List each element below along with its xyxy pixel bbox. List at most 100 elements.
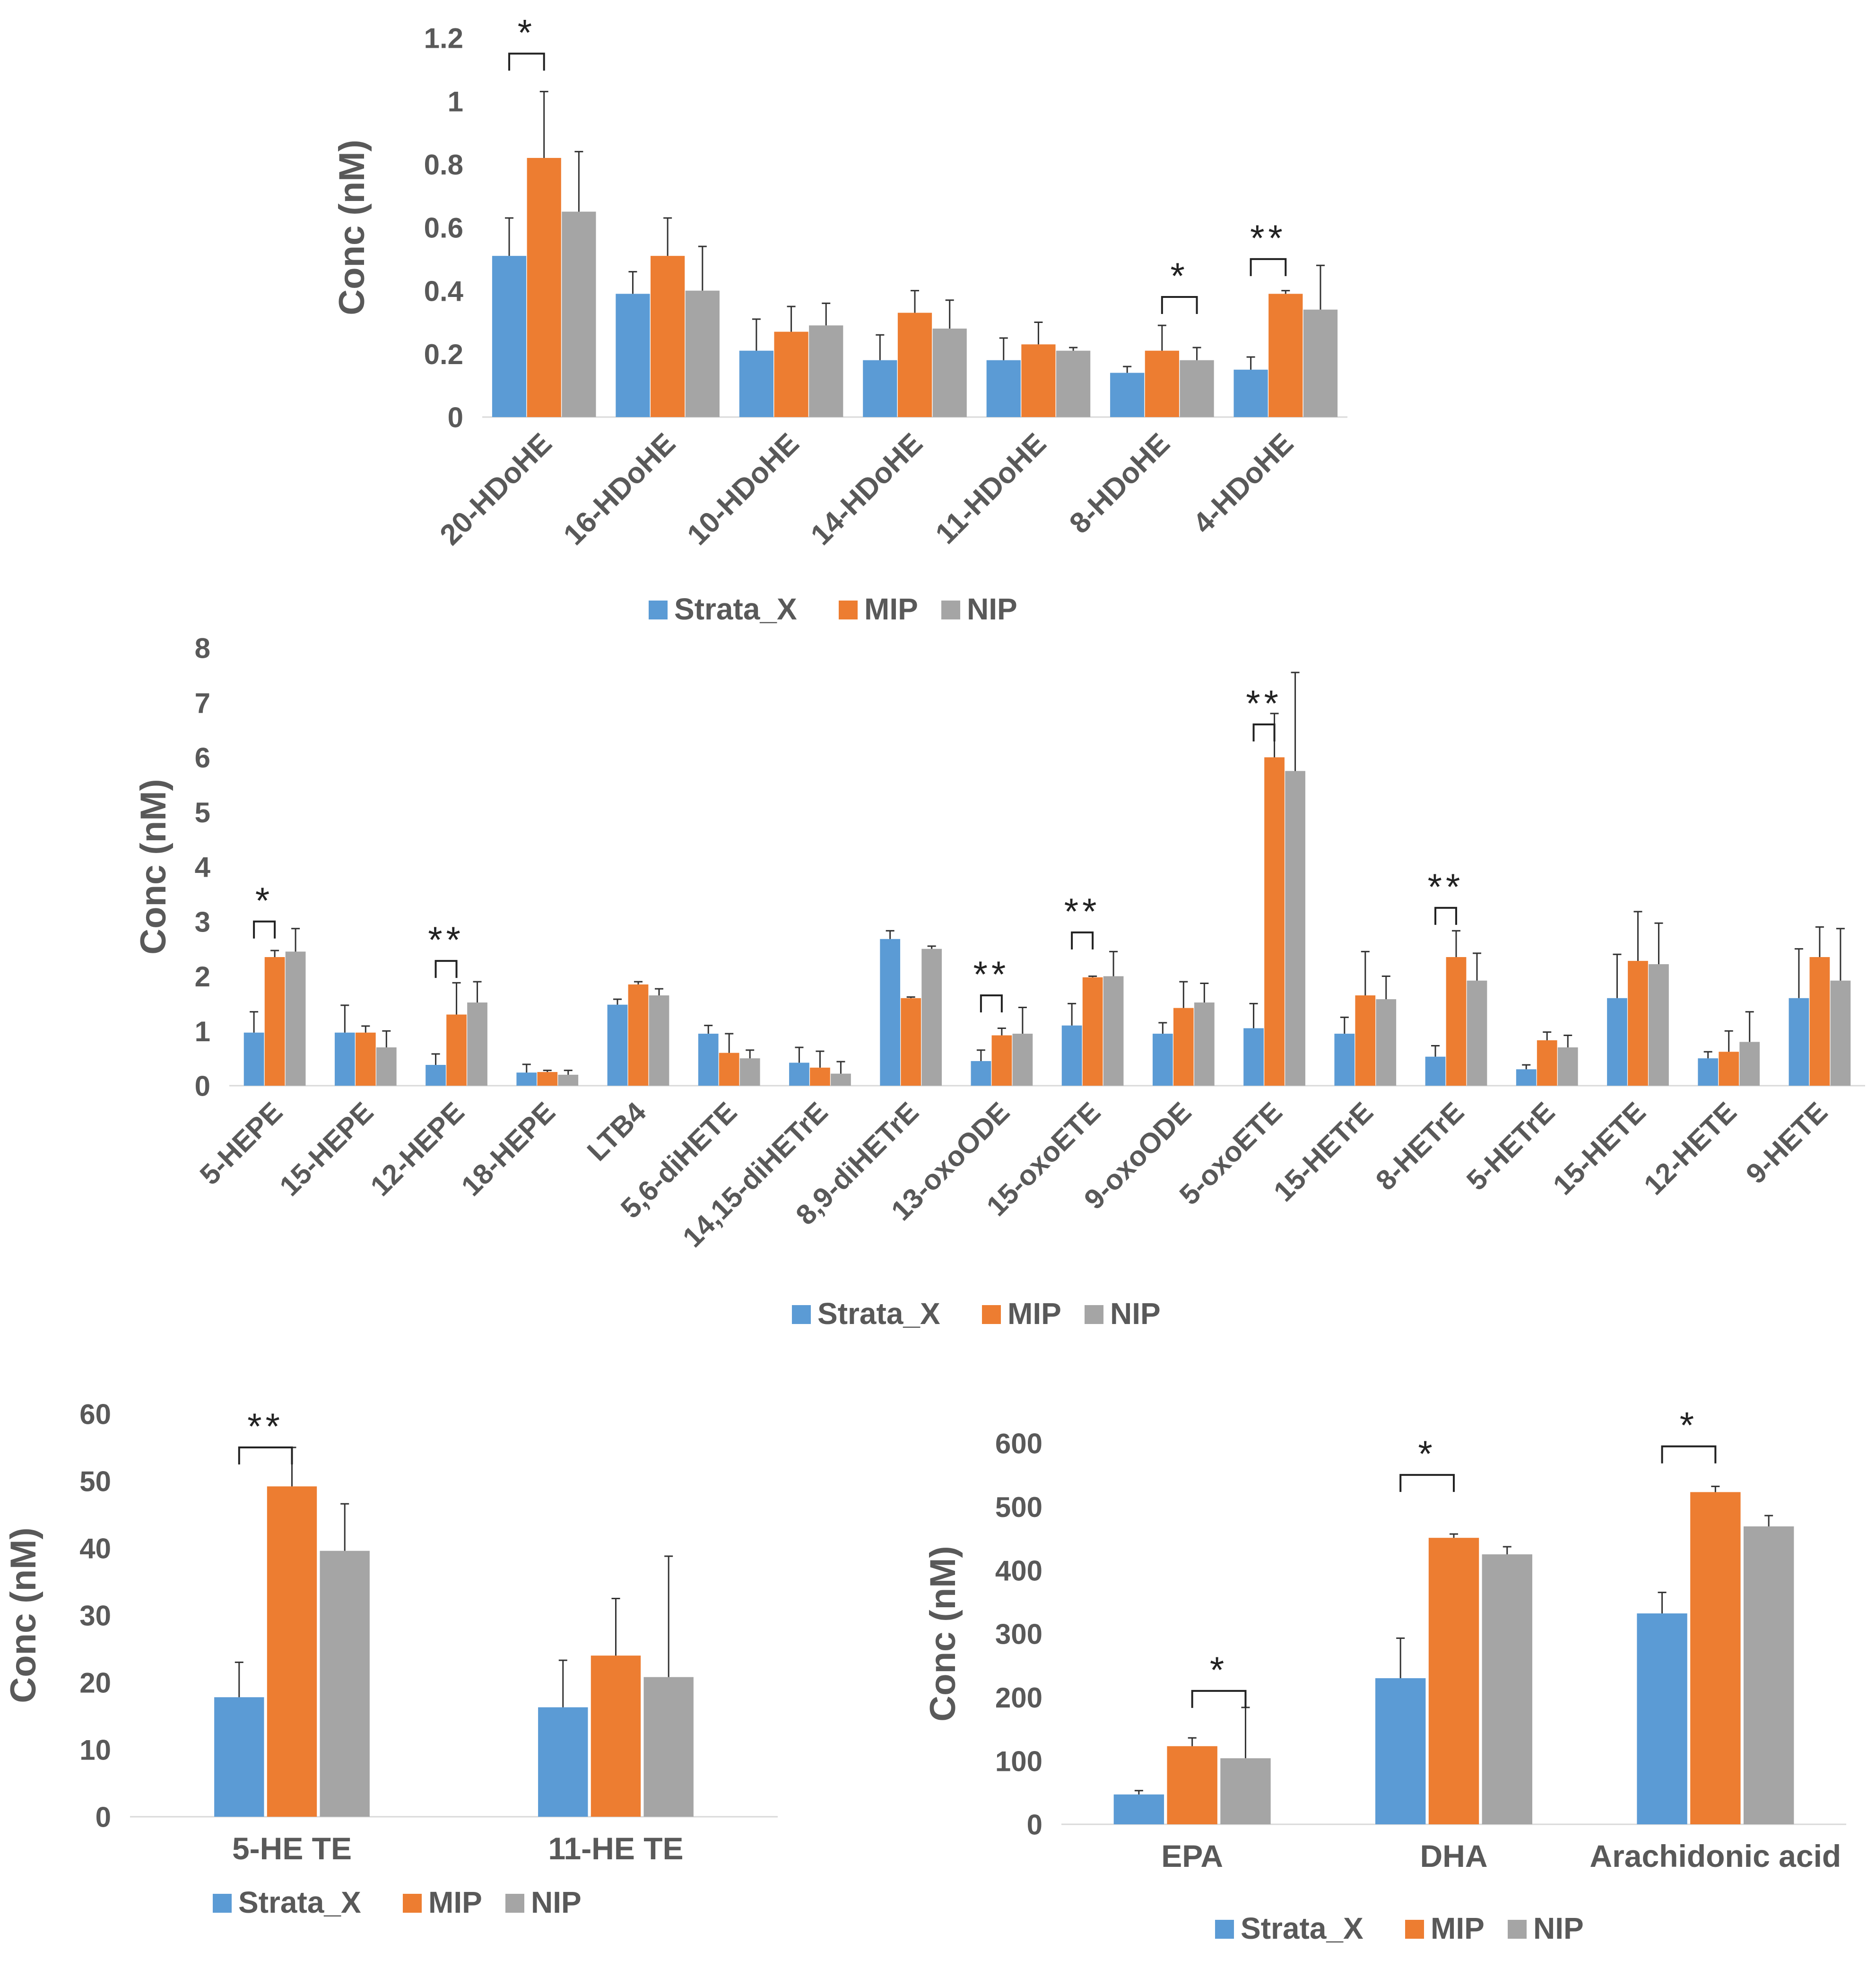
bar-strata_x [1425, 1056, 1446, 1086]
y-tick-label: 4 [195, 852, 211, 883]
bar-nip [1649, 964, 1669, 1086]
significance-bracket [1399, 1474, 1455, 1492]
x-tick-label: 15-HETE [1547, 1096, 1652, 1201]
x-tick-label: 9-HETE [1740, 1096, 1833, 1190]
x-tick-label: EPA [1161, 1838, 1223, 1873]
bar-mip [1537, 1040, 1557, 1086]
bar-strata_x [1243, 1028, 1264, 1086]
bar-mip [897, 313, 932, 417]
bar-mip [651, 256, 685, 417]
significance-bracket [1250, 258, 1287, 276]
x-tick-label: 5-HEPE [194, 1096, 289, 1191]
bar-strata_x [1375, 1678, 1426, 1824]
significance-marker: * [1418, 1433, 1436, 1474]
bar-strata_x [1516, 1069, 1537, 1086]
legend-label: MIP [864, 592, 918, 626]
legend-swatch-mip [1405, 1920, 1424, 1939]
bar-nip [1285, 771, 1305, 1086]
significance-bracket [508, 52, 545, 71]
y-tick-label: 30 [79, 1600, 111, 1632]
legend: Strata_X MIP NIP [792, 1297, 1161, 1331]
y-axis-title: Conc (nM) [923, 1546, 963, 1721]
bar-strata_x [863, 360, 897, 417]
y-tick-label: 50 [79, 1466, 111, 1498]
y-tick-label: 1.2 [424, 23, 463, 54]
significance-bracket [980, 994, 1003, 1013]
bar-strata_x [1607, 998, 1627, 1086]
bar-strata_x [1334, 1034, 1355, 1086]
significance-bracket [1191, 1690, 1247, 1708]
x-tick-label: 4-HDoHE [1187, 427, 1300, 540]
significance-marker: * [1210, 1649, 1228, 1690]
bar-mip [1628, 961, 1648, 1086]
x-tick-label: 18-HEPE [455, 1096, 561, 1202]
y-tick-label: 2 [195, 961, 210, 993]
y-tick-label: 10 [79, 1734, 111, 1766]
bar-nip [921, 949, 942, 1086]
significance-bracket [1434, 906, 1457, 925]
bar-mip [527, 157, 561, 417]
legend-swatch-strata_x [213, 1894, 232, 1913]
legend-swatch-nip [941, 601, 960, 619]
y-tick-label: 0.8 [424, 149, 463, 181]
bar-nip [1467, 980, 1487, 1086]
y-tick-label: 20 [79, 1667, 111, 1699]
x-tick-label: 5-HE TE [232, 1831, 352, 1866]
bar-strata_x [698, 1034, 719, 1086]
bar-nip [376, 1047, 397, 1086]
y-tick-label: 7 [195, 687, 210, 719]
legend-label: MIP [1431, 1911, 1485, 1945]
bar-mip [1173, 1008, 1194, 1086]
bar-nip [643, 1677, 694, 1817]
bar-mip [591, 1655, 641, 1817]
x-tick-label: 16-HDoHE [557, 427, 682, 551]
y-tick-label: 1 [448, 86, 463, 117]
x-tick-label: 10-HDoHE [681, 427, 805, 551]
legend-label: Strata_X [674, 592, 797, 626]
legend: Strata_X MIP NIP [1215, 1911, 1584, 1945]
x-tick-label: 5-HETrE [1460, 1096, 1561, 1196]
legend-label: NIP [1110, 1297, 1161, 1331]
bar-nip [1012, 1034, 1033, 1086]
bar-nip [1743, 1526, 1794, 1824]
bar-mip [355, 1032, 376, 1086]
y-tick-label: 500 [995, 1491, 1042, 1523]
bar-strata_x [1061, 1025, 1082, 1086]
y-tick-label: 8 [195, 633, 210, 664]
bar-strata_x [986, 360, 1021, 417]
y-tick-label: 400 [995, 1555, 1042, 1586]
legend-swatch-nip [505, 1894, 524, 1913]
significance-marker: * [1171, 255, 1189, 296]
bar-nip [467, 1002, 487, 1086]
bar-strata_x [971, 1061, 991, 1086]
bar-nip [285, 951, 306, 1086]
bar-nip [1194, 1002, 1215, 1086]
bar-mip [628, 984, 649, 1086]
bar-nip [1830, 980, 1851, 1086]
bar-strata_x [1110, 373, 1145, 417]
bar-nip [558, 1074, 579, 1086]
bar-strata_x [1233, 369, 1268, 417]
y-tick-label: 0 [96, 1802, 111, 1833]
bar-strata_x [1789, 998, 1809, 1086]
x-tick-label: LTB4 [581, 1096, 652, 1167]
legend-label: MIP [428, 1885, 482, 1919]
chart-panel-a: 0 0.2 0.4 0.6 0.8 1 1.2 Conc (nM) 20-HDoHE16-HDo… [332, 11, 1347, 626]
bar-strata_x [538, 1707, 588, 1817]
bar-mip [901, 998, 921, 1086]
bar-mip [537, 1072, 558, 1086]
y-tick-label: 1 [195, 1016, 210, 1047]
bar-nip [1103, 976, 1124, 1086]
legend-label: NIP [967, 592, 1017, 626]
x-tick-label: 11-HE TE [548, 1831, 683, 1866]
bar-nip [932, 328, 967, 417]
significance-marker: ** [1246, 682, 1282, 724]
bar-strata_x [616, 294, 650, 417]
legend-label: NIP [531, 1885, 582, 1919]
bar-nip [1739, 1042, 1760, 1086]
y-tick-label: 0.6 [424, 212, 463, 244]
significance-marker: ** [1064, 890, 1101, 932]
legend-label: Strata_X [817, 1297, 940, 1331]
bar-nip [1180, 360, 1214, 417]
bar-strata_x [243, 1032, 264, 1086]
